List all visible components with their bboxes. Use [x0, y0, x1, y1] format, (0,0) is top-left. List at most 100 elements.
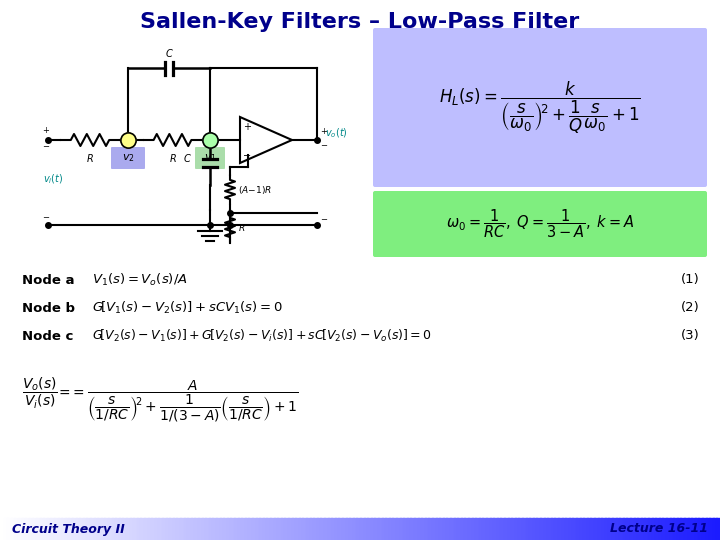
Bar: [637, 518, 642, 540]
Text: Node a: Node a: [22, 273, 74, 287]
Bar: [590, 518, 595, 540]
Bar: [169, 518, 174, 540]
Bar: [133, 518, 138, 540]
Bar: [245, 518, 249, 540]
Bar: [400, 518, 404, 540]
Bar: [4, 518, 8, 540]
Bar: [439, 518, 444, 540]
Bar: [587, 518, 591, 540]
Bar: [36, 518, 40, 540]
Bar: [666, 518, 670, 540]
Bar: [702, 518, 706, 540]
Bar: [281, 518, 285, 540]
Bar: [547, 518, 552, 540]
Text: $R$: $R$: [86, 152, 94, 164]
Bar: [677, 518, 681, 540]
Bar: [25, 518, 30, 540]
Bar: [403, 518, 408, 540]
Bar: [396, 518, 400, 540]
Bar: [713, 518, 717, 540]
Bar: [40, 518, 44, 540]
Bar: [389, 518, 393, 540]
Bar: [630, 518, 634, 540]
Bar: [526, 518, 530, 540]
Text: Circuit Theory II: Circuit Theory II: [12, 523, 125, 536]
Bar: [533, 518, 537, 540]
Bar: [346, 518, 350, 540]
Text: $R$: $R$: [238, 222, 246, 233]
Bar: [594, 518, 598, 540]
Bar: [176, 518, 181, 540]
Text: $G\!\left[V_1(s)-V_2(s)\right]+sCV_1(s)=0$: $G\!\left[V_1(s)-V_2(s)\right]+sCV_1(s)=…: [92, 300, 282, 316]
Text: $(A\!-\!1)R$: $(A\!-\!1)R$: [238, 184, 272, 195]
Bar: [536, 518, 541, 540]
Bar: [101, 518, 105, 540]
Text: $C$: $C$: [165, 47, 174, 59]
Bar: [148, 518, 152, 540]
Bar: [558, 518, 562, 540]
Bar: [490, 518, 494, 540]
Bar: [353, 518, 357, 540]
Bar: [367, 518, 372, 540]
Bar: [504, 518, 508, 540]
Bar: [461, 518, 465, 540]
Bar: [508, 518, 512, 540]
Text: $C$: $C$: [183, 152, 192, 164]
Bar: [320, 518, 325, 540]
Bar: [234, 518, 238, 540]
Bar: [151, 518, 156, 540]
Bar: [317, 518, 321, 540]
Bar: [328, 518, 332, 540]
Bar: [137, 518, 141, 540]
Text: Lecture 16-11: Lecture 16-11: [610, 523, 708, 536]
Text: $-$: $-$: [320, 139, 328, 148]
Bar: [428, 518, 433, 540]
Bar: [382, 518, 386, 540]
Bar: [205, 518, 210, 540]
Bar: [421, 518, 426, 540]
Bar: [360, 518, 364, 540]
Bar: [652, 518, 656, 540]
Bar: [500, 518, 505, 540]
Bar: [565, 518, 570, 540]
Bar: [295, 518, 300, 540]
Bar: [338, 518, 343, 540]
Bar: [288, 518, 292, 540]
Bar: [209, 518, 213, 540]
Bar: [457, 518, 462, 540]
Bar: [580, 518, 584, 540]
Bar: [212, 518, 217, 540]
Bar: [468, 518, 472, 540]
Bar: [166, 518, 170, 540]
Bar: [349, 518, 354, 540]
Bar: [374, 518, 379, 540]
Bar: [670, 518, 674, 540]
Bar: [655, 518, 660, 540]
Bar: [158, 518, 163, 540]
Bar: [43, 518, 48, 540]
Bar: [104, 518, 109, 540]
Bar: [259, 518, 264, 540]
Bar: [61, 518, 66, 540]
Bar: [619, 518, 624, 540]
Bar: [252, 518, 256, 540]
Bar: [97, 518, 102, 540]
Bar: [108, 518, 112, 540]
Bar: [544, 518, 548, 540]
Bar: [29, 518, 33, 540]
Bar: [302, 518, 307, 540]
Text: $\dfrac{V_o(s)}{V_i(s)}\!=\!=\dfrac{A}{\left(\dfrac{s}{1/RC}\right)^{\!2}+\dfrac: $\dfrac{V_o(s)}{V_i(s)}\!=\!=\dfrac{A}{\…: [22, 376, 298, 424]
Bar: [86, 518, 91, 540]
Bar: [673, 518, 678, 540]
Bar: [641, 518, 645, 540]
Bar: [475, 518, 480, 540]
Bar: [72, 518, 76, 540]
Bar: [122, 518, 127, 540]
Bar: [230, 518, 235, 540]
Bar: [32, 518, 37, 540]
Bar: [443, 518, 447, 540]
Bar: [342, 518, 346, 540]
Bar: [241, 518, 246, 540]
Text: $V_1(s) = V_o(s)/A$: $V_1(s) = V_o(s)/A$: [92, 272, 188, 288]
Bar: [706, 518, 710, 540]
